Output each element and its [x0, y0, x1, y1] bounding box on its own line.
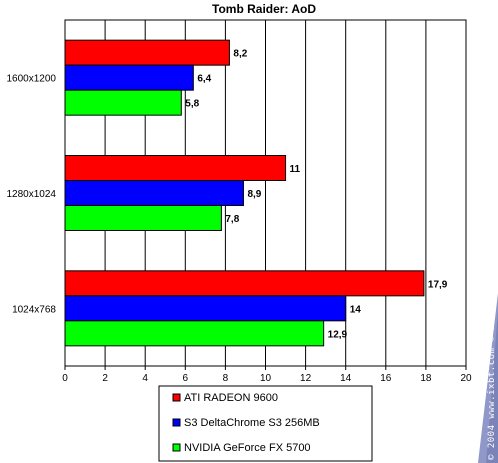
bar [64, 89, 182, 116]
bar [64, 39, 230, 66]
watermark-stripe [486, 310, 498, 463]
legend-entry: S3 DeltaChrome S3 256MB [184, 417, 320, 429]
bar [64, 205, 222, 231]
category-label: 1280x1024 [7, 189, 57, 200]
category-labels: 1600x1200 1280x1024 1024x768 [7, 74, 57, 316]
data-label: 8,9 [247, 189, 261, 200]
bars [64, 39, 425, 347]
legend-box [158, 385, 373, 462]
legend-entry: ATI RADEON 9600 [184, 392, 278, 404]
legend-entry: NVIDIA GeForce FX 5700 [184, 442, 311, 454]
legend-swatch [172, 393, 181, 402]
bar [64, 180, 244, 206]
data-label: 7,8 [225, 214, 239, 225]
legend: ATI RADEON 9600 S3 DeltaChrome S3 256MB NV… [158, 385, 373, 462]
data-label: 5,8 [185, 99, 199, 110]
data-label: 6,4 [197, 74, 211, 85]
bar [64, 155, 287, 181]
x-tick-label: 8 [223, 373, 229, 384]
x-tick-label: 2 [102, 373, 108, 384]
chart-title: Tomb Raider: AoD [212, 2, 316, 16]
data-label: 8,2 [233, 49, 247, 60]
data-label: 17,9 [428, 279, 448, 290]
legend-swatch [172, 443, 181, 452]
data-labels: 8,2 6,4 5,8 11 8,9 7,8 17,9 14 12,9 [185, 49, 448, 341]
bar [64, 64, 194, 91]
x-tick-label: 0 [62, 373, 68, 384]
category-label: 1024x768 [12, 304, 56, 315]
bar [64, 320, 325, 347]
x-tick-label: 20 [460, 373, 472, 384]
x-tick-label: 6 [183, 373, 189, 384]
x-tick-label: 12 [300, 373, 312, 384]
x-tick-label: 14 [340, 373, 352, 384]
bar [64, 295, 347, 322]
bar [64, 270, 425, 297]
watermark-text: © 2004 www.ixbt.com © 2004 www.digit-lif… [487, 194, 497, 460]
x-tick-label: 4 [142, 373, 148, 384]
data-label: 14 [350, 304, 362, 315]
x-axis-ticks: 0 2 4 6 8 10 12 14 16 18 20 [62, 366, 472, 384]
x-tick-label: 16 [380, 373, 392, 384]
legend-swatch [172, 418, 181, 427]
watermark: © 2004 www.ixbt.com © 2004 www.digit-lif… [478, 194, 498, 463]
x-tick-label: 18 [420, 373, 432, 384]
x-tick-label: 10 [260, 373, 272, 384]
data-label: 12,9 [328, 329, 348, 340]
category-label: 1600x1200 [7, 74, 57, 85]
data-label: 11 [290, 164, 301, 175]
